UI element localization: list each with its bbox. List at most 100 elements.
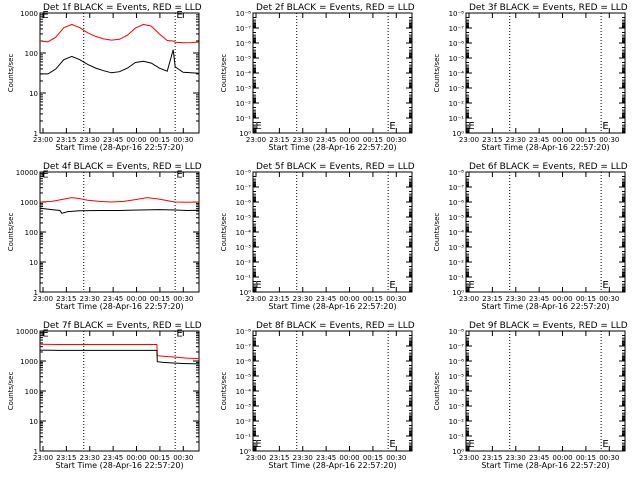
y-tick-label: 10⁻⁷ <box>236 25 252 33</box>
chart-3: Det 3f BLACK = Events, RED = LLD 10⁰ 10⁻¹ 1… <box>433 3 628 152</box>
chart-1: Det 1f BLACK = Events, RED = LLD 1 10 100 10… <box>7 3 202 152</box>
y-tick-label: 10⁻⁸ <box>236 328 252 336</box>
chart-4: Det 4f BLACK = Events, RED = LLD 1 10 100 10… <box>7 162 202 311</box>
e-marker: E <box>255 121 261 132</box>
chart-title: Det 9f BLACK = Events, RED = LLD <box>469 321 628 331</box>
x-axis-label: Start Time (28-Apr-16 22:57:20) <box>481 461 609 470</box>
y-tick-label: 10⁻⁴ <box>236 70 252 78</box>
x-tick-label: 23:00 <box>33 295 53 303</box>
x-tick-label: 00:30 <box>173 454 193 462</box>
y-tick-label: 10⁻⁴ <box>236 229 252 237</box>
e-marker: E <box>42 10 48 21</box>
chart-7: Det 7f BLACK = Events, RED = LLD 1 10 100 10… <box>7 321 202 470</box>
y-axis-label: Counts/sec <box>7 372 15 411</box>
x-tick-label: 23:30 <box>80 454 100 462</box>
y-tick-label: 10⁻² <box>236 259 252 267</box>
y-axis-label: Counts/sec <box>433 372 441 411</box>
x-tick-label: 00:00 <box>552 136 572 144</box>
x-tick-label: 00:15 <box>150 295 170 303</box>
y-tick-label: 10⁻² <box>236 418 252 426</box>
e-marker: E <box>389 280 395 291</box>
y-tick-label: 10⁻⁶ <box>449 358 465 366</box>
y-tick-label: 10⁰ <box>452 130 464 138</box>
x-tick-label: 00:30 <box>173 136 193 144</box>
x-tick-label: 00:30 <box>599 454 619 462</box>
y-tick-label: 10⁻⁴ <box>236 388 252 396</box>
e-marker: E <box>255 280 261 291</box>
e-marker: E <box>602 280 608 291</box>
y-tick-label: 10⁻² <box>449 259 465 267</box>
e-marker: E <box>176 328 182 339</box>
x-tick-label: 23:15 <box>269 454 289 462</box>
x-tick-label: 00:15 <box>576 136 596 144</box>
x-axis-label: Start Time (28-Apr-16 22:57:20) <box>481 143 609 152</box>
x-tick-label: 00:00 <box>126 295 146 303</box>
chart-6: Det 6f BLACK = Events, RED = LLD 10⁰ 10⁻¹ 1… <box>433 162 628 311</box>
x-tick-label: 23:30 <box>506 454 526 462</box>
x-tick-label: 00:30 <box>599 136 619 144</box>
x-tick-label: 23:00 <box>33 136 53 144</box>
y-tick-label: 10⁻⁸ <box>236 169 252 177</box>
y-tick-label: 10⁰ <box>452 289 464 297</box>
x-tick-label: 23:15 <box>56 454 76 462</box>
x-tick-label: 23:45 <box>529 454 549 462</box>
y-tick-label: 1000 <box>20 358 38 366</box>
y-tick-label: 10⁻⁸ <box>449 169 465 177</box>
y-tick-label: 10⁻³ <box>449 403 465 411</box>
y-tick-label: 10⁻⁴ <box>449 388 465 396</box>
e-marker: E <box>255 439 261 450</box>
y-axis-label: Counts/sec <box>7 213 15 252</box>
x-tick-label: 23:15 <box>482 136 502 144</box>
x-tick-label: 00:00 <box>339 295 359 303</box>
x-tick-label: 00:00 <box>552 295 572 303</box>
y-tick-label: 10⁻¹ <box>449 433 465 441</box>
y-tick-label: 10⁻⁸ <box>449 328 465 336</box>
y-tick-label: 10 <box>29 418 38 426</box>
y-tick-label: 10⁻⁵ <box>449 373 465 381</box>
y-tick-label: 10000 <box>16 328 38 336</box>
events-series-line <box>39 349 200 365</box>
x-tick-label: 00:30 <box>386 295 406 303</box>
y-tick-label: 10⁻⁵ <box>236 373 252 381</box>
x-axis-label: Start Time (28-Apr-16 22:57:20) <box>268 302 396 311</box>
y-tick-label: 10⁻⁴ <box>449 229 465 237</box>
y-tick-label: 10⁻¹ <box>236 274 252 282</box>
e-marker: E <box>602 439 608 450</box>
y-tick-label: 10⁻⁷ <box>236 343 252 351</box>
y-axis-label: Counts/sec <box>220 213 228 252</box>
x-tick-label: 23:30 <box>506 295 526 303</box>
y-tick-label: 10⁻⁶ <box>236 358 252 366</box>
y-tick-label: 10⁻² <box>449 100 465 108</box>
x-axis-label: Start Time (28-Apr-16 22:57:20) <box>481 302 609 311</box>
y-axis-label: Counts/sec <box>7 54 15 93</box>
x-tick-label: 23:45 <box>103 295 123 303</box>
lld-series-line <box>39 343 200 360</box>
x-tick-label: 23:00 <box>246 136 266 144</box>
e-marker: E <box>42 169 48 180</box>
chart-title: Det 2f BLACK = Events, RED = LLD <box>256 3 415 13</box>
y-tick-label: 100 <box>25 388 38 396</box>
y-tick-label: 100 <box>25 50 38 58</box>
y-tick-label: 10000 <box>16 169 38 177</box>
x-tick-label: 23:00 <box>459 136 479 144</box>
y-tick-label: 10⁻¹ <box>236 115 252 123</box>
x-tick-label: 00:00 <box>126 454 146 462</box>
x-tick-label: 00:15 <box>150 136 170 144</box>
e-marker: E <box>389 121 395 132</box>
y-tick-label: 10⁻³ <box>236 244 252 252</box>
x-tick-label: 23:30 <box>80 295 100 303</box>
y-tick-label: 10⁰ <box>239 448 251 456</box>
x-tick-label: 23:45 <box>529 136 549 144</box>
x-tick-label: 23:45 <box>103 136 123 144</box>
x-tick-label: 23:30 <box>293 454 313 462</box>
y-tick-label: 10⁻¹ <box>449 115 465 123</box>
y-tick-label: 10⁻¹ <box>449 274 465 282</box>
e-marker: E <box>602 121 608 132</box>
x-tick-label: 23:15 <box>56 295 76 303</box>
y-axis-label: Counts/sec <box>433 54 441 93</box>
y-tick-label: 10 <box>29 259 38 267</box>
y-tick-label: 1000 <box>20 199 38 207</box>
y-tick-label: 10⁻⁷ <box>449 343 465 351</box>
e-marker: E <box>176 169 182 180</box>
